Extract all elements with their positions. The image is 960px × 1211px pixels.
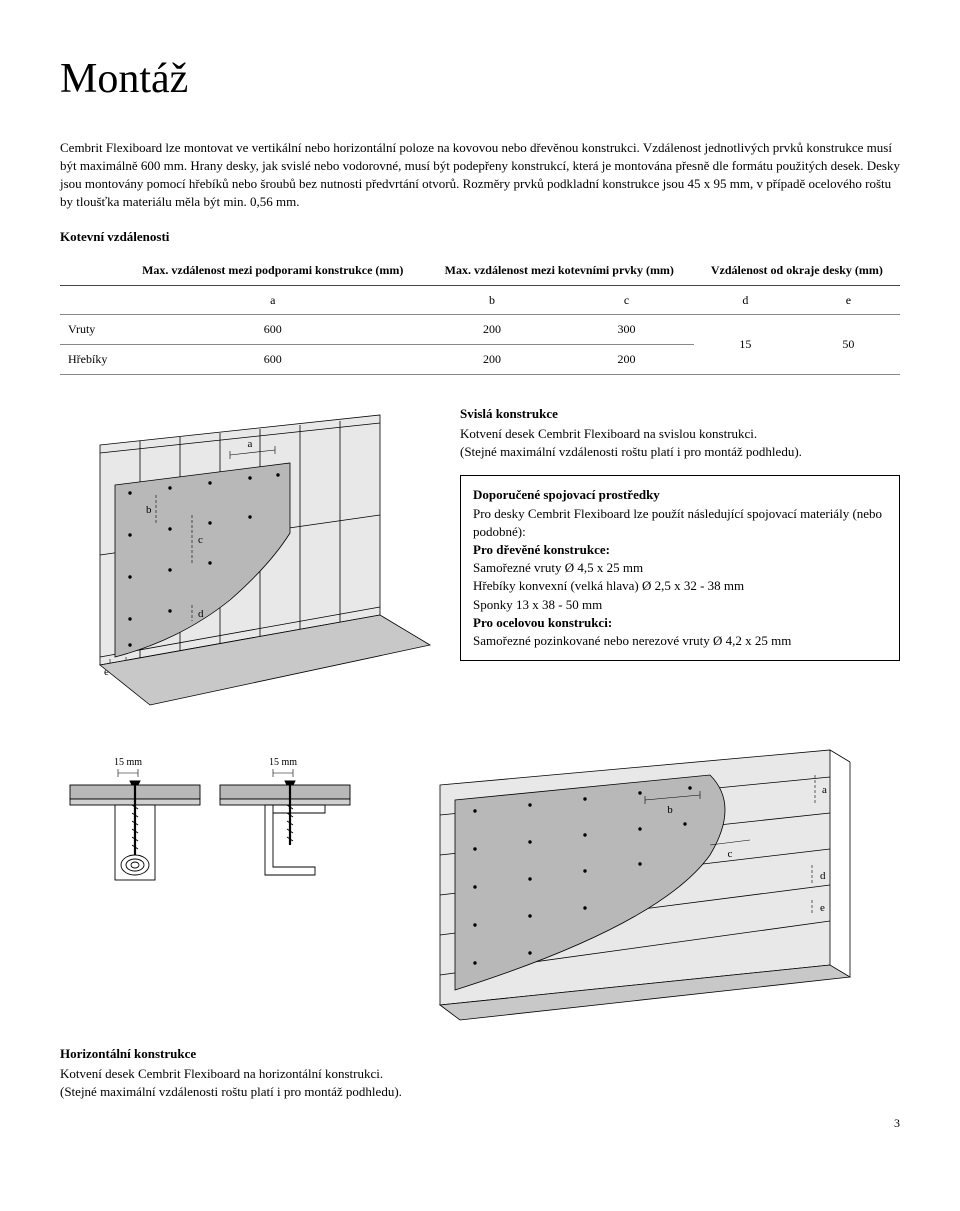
doporuc-drev3: Sponky 13 x 38 - 50 mm: [473, 596, 887, 614]
doporuc-ocel1: Samořezné pozinkované nebo nerezové vrut…: [473, 632, 887, 650]
label-a2: a: [822, 784, 827, 796]
label-b: b: [146, 504, 152, 516]
page-number: 3: [60, 1115, 900, 1132]
cell: 200: [559, 345, 694, 375]
horiz-diagram: a b c d e: [380, 745, 900, 1025]
fig-row-svisla: a b c d e Svislá konstrukce: [60, 405, 900, 725]
doporuc-title: Doporučené spojovací prostředky: [473, 486, 887, 504]
cell: 600: [121, 315, 425, 345]
cell: 200: [425, 345, 560, 375]
th-empty: [60, 256, 121, 285]
dim-15-b: 15 mm: [269, 757, 297, 768]
horiz-text: Horizontální konstrukce Kotvení desek Ce…: [60, 1045, 900, 1102]
cell: 600: [121, 345, 425, 375]
doporuc-drev2: Hřebíky konvexní (velká hlava) Ø 2,5 x 3…: [473, 577, 887, 595]
doporuc-box: Doporučené spojovací prostředky Pro desk…: [460, 475, 900, 661]
cell-e: e: [797, 285, 900, 315]
horiz-diagram-wrap: a b c d e: [380, 745, 900, 1025]
label-d2: d: [820, 870, 826, 882]
label-b2: b: [667, 804, 673, 816]
row-vruty-label: Vruty: [60, 315, 121, 345]
cell-d-val: 15: [694, 315, 797, 375]
th-col3: Vzdálenost od okraje desky (mm): [694, 256, 900, 285]
svisla-diagram: a b c d e: [60, 405, 440, 725]
fig-svisla: a b c d e: [60, 405, 440, 725]
kotevni-table: Max. vzdálenost mezi podporami konstrukc…: [60, 256, 900, 375]
row-hrebiky-label: Hřebíky: [60, 345, 121, 375]
cell-a: a: [121, 285, 425, 315]
label-e2: e: [820, 902, 825, 914]
svisla-title: Svislá konstrukce: [460, 405, 900, 423]
th-col2: Max. vzdálenost mezi kotevními prvky (mm…: [425, 256, 694, 285]
cell-e-val: 50: [797, 315, 900, 375]
cell-d: d: [694, 285, 797, 315]
cell: 300: [559, 315, 694, 345]
doporuc-p1: Pro desky Cembrit Flexiboard lze použít …: [473, 505, 887, 541]
cell-b: b: [425, 285, 560, 315]
dim-15-a: 15 mm: [114, 757, 142, 768]
svisla-p2: (Stejné maximální vzdálenosti roštu plat…: [460, 443, 900, 461]
horiz-p1: Kotvení desek Cembrit Flexiboard na hori…: [60, 1065, 900, 1083]
horiz-p2: (Stejné maximální vzdálenosti roštu plat…: [60, 1083, 900, 1101]
fig-row-bottom: 15 mm 15 mm: [60, 745, 900, 1025]
screw-details: 15 mm 15 mm: [60, 745, 360, 905]
kotevni-heading: Kotevní vzdálenosti: [60, 228, 900, 246]
label-a: a: [248, 438, 253, 450]
horiz-title: Horizontální konstrukce: [60, 1045, 900, 1063]
svisla-text: Svislá konstrukce Kotvení desek Cembrit …: [460, 405, 900, 462]
label-d: d: [198, 608, 204, 620]
intro-text: Cembrit Flexiboard lze montovat ve verti…: [60, 139, 900, 212]
intro-paragraph: Cembrit Flexiboard lze montovat ve verti…: [60, 139, 900, 212]
doporuc-drev1: Samořezné vruty Ø 4,5 x 25 mm: [473, 559, 887, 577]
doporuc-drev-t: Pro dřevěné konstrukce:: [473, 541, 887, 559]
label-c2: c: [728, 848, 733, 860]
doporuc-ocel-t: Pro ocelovou konstrukci:: [473, 614, 887, 632]
cell: [60, 285, 121, 315]
th-col1: Max. vzdálenost mezi podporami konstrukc…: [121, 256, 425, 285]
page-title: Montáž: [60, 50, 900, 109]
cell-c: c: [559, 285, 694, 315]
label-c: c: [198, 534, 203, 546]
svisla-p1: Kotvení desek Cembrit Flexiboard na svis…: [460, 425, 900, 443]
cell: 200: [425, 315, 560, 345]
